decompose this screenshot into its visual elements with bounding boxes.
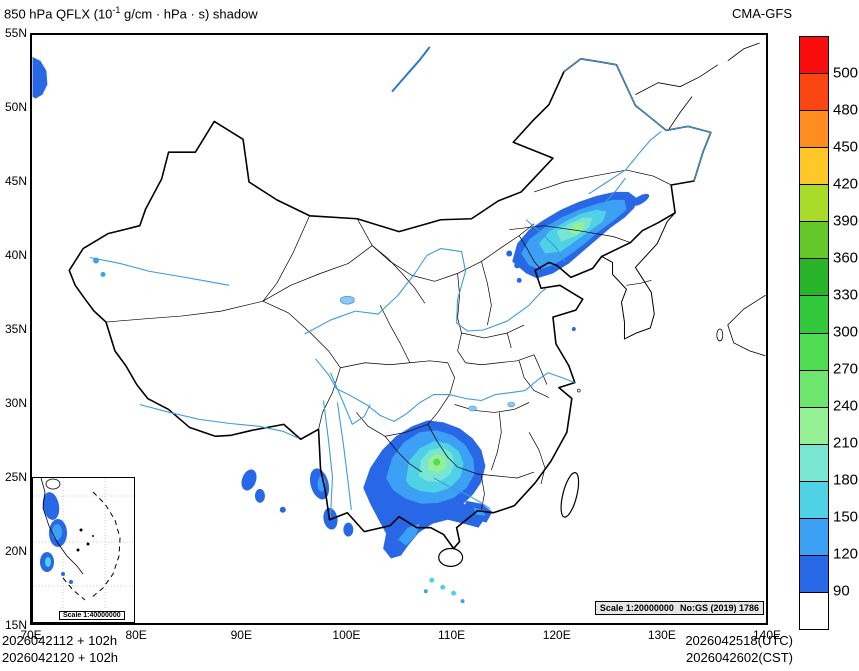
colorbar-label: 120 [833, 545, 859, 563]
x-axis-label: 110E [437, 628, 466, 642]
colorbar-bar [799, 36, 829, 630]
colorbar-label: 360 [833, 249, 859, 267]
qflx-shading [32, 56, 650, 604]
colorbar-label: 180 [833, 471, 859, 489]
x-axis-label: 90E [230, 628, 252, 642]
y-axis-label: 15N [4, 618, 27, 632]
inset-canvas [33, 478, 134, 608]
title-exponent: -1 [112, 5, 121, 15]
qinghai-lake [340, 295, 355, 305]
map-canvas [32, 42, 766, 604]
colorbar-label: 150 [833, 508, 859, 526]
taiwan-island [560, 472, 580, 518]
y-axis-label: 20N [4, 544, 27, 558]
valid-time-utc: 2026042518(UTC) [685, 633, 793, 648]
colorbar-segment [800, 406, 828, 444]
scale-approval-number: No:GS (2019) 1786 [679, 603, 759, 613]
colorbar-segment [800, 37, 828, 74]
colorbar-segment [800, 591, 828, 629]
islands [438, 388, 581, 567]
inset-shading [40, 492, 73, 584]
colorbar-segment [800, 517, 828, 555]
colorbar-segment [800, 221, 828, 259]
y-axis-label: 50N [4, 100, 27, 114]
y-axis: 55N 50N 45N 40N 35N 30N 25N 20N 15N [0, 26, 28, 632]
map-scale-note: Scale 1:20000000 No:GS (2019) 1786 [594, 601, 764, 615]
lakes [340, 295, 516, 412]
init-time-line1: 2026042112 + 102h [2, 633, 118, 648]
title-prefix: 850 hPa QFLX (10 [4, 6, 113, 22]
valid-time-cst: 2026042602(CST) [686, 650, 793, 665]
colorbar-label: 330 [833, 286, 859, 304]
map-frame: Scale 1:40000000 Scale 1:20000000 No:GS (… [30, 33, 768, 625]
y-axis-label: 45N [4, 174, 27, 188]
init-time-line2: 2026042120 + 102h [2, 650, 119, 665]
colorbar-segment [800, 295, 828, 333]
model-name-label: CMA-GFS [732, 6, 792, 21]
hainan-island [438, 547, 464, 567]
x-axis-label: 80E [125, 628, 147, 642]
init-times: 2026042112 + 102h 2026042120 + 102h [2, 632, 118, 666]
x-axis-label: 140E [752, 628, 782, 642]
colorbar-label: 420 [833, 175, 859, 193]
x-axis-label: 100E [332, 628, 361, 642]
colorbar-labels: 500 480 450 420 390 360 330 300 270 240 210 180 150 1… [833, 36, 859, 628]
colorbar-label: 500 [833, 64, 859, 82]
south-china-sea-inset: Scale 1:40000000 [32, 477, 135, 623]
title-suffix: g/cm · hPa · s) shadow [120, 6, 258, 22]
colorbar-segment [800, 369, 828, 407]
inset-dash-line [62, 491, 121, 601]
colorbar-segment [800, 332, 828, 370]
colorbar-label: 450 [833, 138, 859, 156]
inset-coastlines [40, 478, 84, 575]
colorbar-label: 390 [833, 212, 859, 230]
y-axis-label: 40N [4, 248, 27, 262]
foreign-coastlines [635, 42, 766, 357]
scale-ratio: Scale 1:20000000 [599, 603, 674, 613]
colorbar-segment [800, 184, 828, 222]
colorbar-segment [800, 554, 828, 592]
country-border [68, 58, 712, 550]
y-axis-label: 30N [4, 396, 27, 410]
rivers [89, 46, 712, 518]
valid-times: 2026042518(UTC) 2026042602(CST) [685, 632, 793, 666]
inset-scale-note: Scale 1:40000000 [59, 611, 125, 620]
y-axis-label: 55N [4, 26, 27, 40]
y-axis-label: 35N [4, 322, 27, 336]
colorbar-label: 300 [833, 323, 859, 341]
colorbar-label: 270 [833, 360, 859, 378]
colorbar-label: 480 [833, 101, 859, 119]
colorbar-segment [800, 110, 828, 148]
inset-graticule [33, 478, 134, 608]
colorbar-label: 240 [833, 397, 859, 415]
colorbar-label: 210 [833, 434, 859, 452]
x-axis: 70E 80E 90E 100E 110E 120E 130E 140E [20, 628, 781, 643]
x-axis-label: 130E [647, 628, 676, 642]
x-axis-label: 70E [20, 628, 42, 642]
colorbar-label: 90 [833, 582, 850, 600]
colorbar-segment [800, 480, 828, 518]
y-axis-label: 25N [4, 470, 27, 484]
page-title: 850 hPa QFLX (10-1 g/cm · hPa · s) shado… [4, 5, 258, 21]
inset-islands [76, 528, 94, 552]
colorbar-segment [800, 73, 828, 111]
x-axis-label: 120E [542, 628, 571, 642]
colorbar-segment [800, 147, 828, 185]
colorbar-segment [800, 258, 828, 296]
colorbar-segment [800, 443, 828, 481]
